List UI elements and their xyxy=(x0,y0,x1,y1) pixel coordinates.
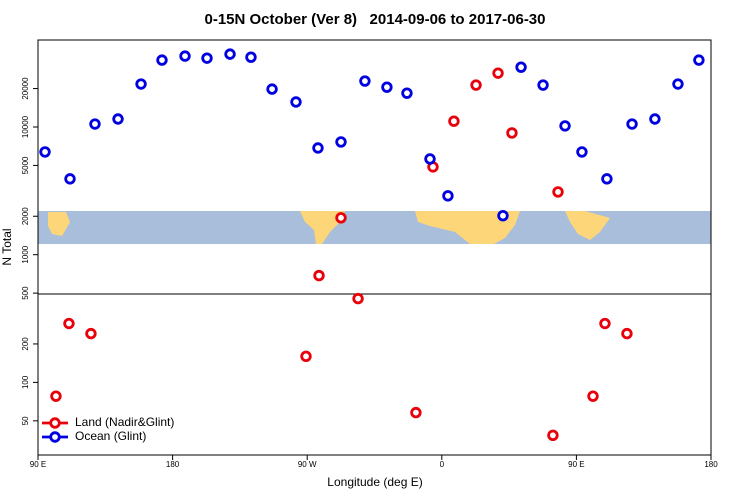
x-tick-label: 180 xyxy=(704,460,718,469)
point xyxy=(587,390,599,402)
y-tick-label: 5000 xyxy=(21,156,30,174)
point xyxy=(621,327,633,340)
point xyxy=(300,350,312,363)
chart-title: 0-15N October (Ver 8) 2014-09-06 to 2017… xyxy=(204,11,545,28)
point xyxy=(201,52,213,64)
y-tick-label: 200 xyxy=(21,337,30,351)
point xyxy=(537,79,549,91)
y-tick-label: 2000 xyxy=(21,207,30,225)
point xyxy=(224,48,236,60)
point xyxy=(448,115,460,127)
point xyxy=(335,136,347,148)
point xyxy=(381,81,393,93)
point xyxy=(85,327,97,340)
x-axis-label: Longitude (deg E) xyxy=(327,475,422,489)
point xyxy=(245,51,257,63)
x-tick-label: 0 xyxy=(440,460,445,469)
point xyxy=(492,67,504,79)
x-tick-label: 90 E xyxy=(30,460,46,469)
y-tick-label: 10000 xyxy=(21,115,30,138)
y-axis-label: N Total xyxy=(0,228,14,265)
point xyxy=(64,173,76,185)
legend-marker xyxy=(49,417,61,429)
legend-label: Ocean (Glint) xyxy=(75,429,146,443)
point xyxy=(599,317,611,330)
point xyxy=(626,118,638,130)
point xyxy=(135,78,147,90)
point xyxy=(89,118,101,130)
point xyxy=(39,146,51,158)
point xyxy=(352,292,364,305)
point xyxy=(359,75,371,87)
point xyxy=(672,78,684,90)
point xyxy=(290,96,302,108)
point xyxy=(112,113,124,125)
y-tick-label: 100 xyxy=(21,375,30,389)
plot-frame xyxy=(37,39,712,456)
point xyxy=(312,142,324,154)
point xyxy=(335,212,347,224)
point xyxy=(179,50,191,62)
point xyxy=(313,269,325,282)
point xyxy=(693,54,705,66)
point xyxy=(576,146,588,158)
y-tick-label: 500 xyxy=(21,286,30,300)
legend-marker xyxy=(49,431,61,443)
point xyxy=(424,153,436,165)
point xyxy=(470,79,482,91)
point xyxy=(547,429,559,442)
y-tick-label: 1000 xyxy=(21,245,30,263)
point xyxy=(410,406,422,419)
x-tick-label: 90 E xyxy=(568,460,584,469)
point xyxy=(497,209,509,222)
point xyxy=(156,54,168,66)
point xyxy=(401,87,413,99)
point xyxy=(50,390,62,402)
point xyxy=(515,61,527,73)
legend-label: Land (Nadir&Glint) xyxy=(75,415,174,429)
x-tick-label: 180 xyxy=(166,460,180,469)
point xyxy=(552,186,564,198)
point xyxy=(649,113,661,125)
point xyxy=(442,190,454,202)
y-tick-label: 50 xyxy=(21,416,30,425)
x-tick-label: 90 W xyxy=(298,460,317,469)
point xyxy=(266,83,278,95)
y-tick-label: 20000 xyxy=(21,77,30,100)
point xyxy=(506,127,518,139)
world-map-band xyxy=(38,211,711,244)
point xyxy=(601,173,613,185)
point xyxy=(559,120,571,132)
point xyxy=(63,317,75,330)
